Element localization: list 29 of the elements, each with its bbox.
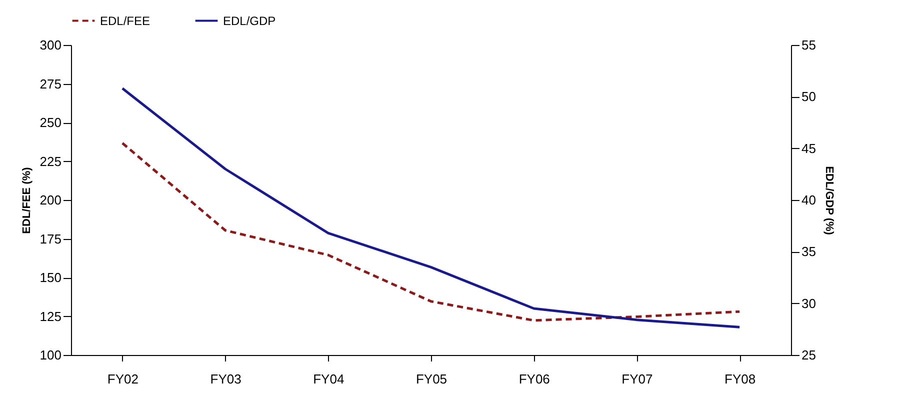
y2-axis-title: EDL/GDP (%) <box>822 166 835 236</box>
y2-tick-label: 55 <box>802 38 816 52</box>
x-tick-label: FY02 <box>107 372 138 386</box>
y-tick-label: 125 <box>40 308 62 324</box>
y2-tick-label: 30 <box>802 296 816 311</box>
x-tick-label: FY07 <box>622 372 653 386</box>
legend-label: EDL/GDP <box>223 14 276 28</box>
x-tick-label: FY05 <box>416 372 448 386</box>
y2-tick-label: 40 <box>802 192 816 208</box>
y-tick-label: 150 <box>40 270 62 285</box>
y-tick-label: 175 <box>40 231 62 246</box>
y-tick-label: 225 <box>40 154 62 169</box>
y-tick-label: 275 <box>40 76 62 92</box>
line-series <box>121 142 741 322</box>
y-tick-label: 250 <box>40 115 62 130</box>
x-tick-label: FY06 <box>518 372 550 386</box>
legend-label: EDL/FEE <box>100 14 150 28</box>
y-tick-label: 300 <box>40 38 62 52</box>
x-tick-label: FY08 <box>724 372 756 386</box>
y2-tick-label: 45 <box>802 140 816 156</box>
y2-tick-label: 50 <box>802 89 816 104</box>
y-axis-title: EDL/FEE (%) <box>20 166 33 234</box>
y2-tick-label: 25 <box>802 348 816 362</box>
x-tick-label: FY03 <box>210 372 242 386</box>
y-tick-label: 200 <box>40 192 62 208</box>
y2-tick-label: 35 <box>802 244 816 260</box>
line-series <box>121 87 741 328</box>
y-tick-label: 100 <box>40 348 62 362</box>
x-tick-label: FY04 <box>313 372 344 386</box>
